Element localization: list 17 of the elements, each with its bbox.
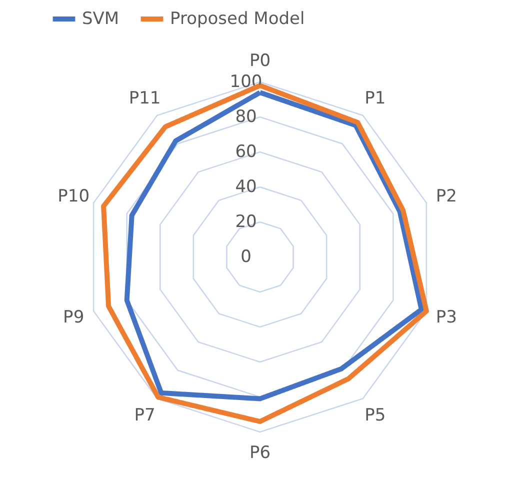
spoke-label: P6 (249, 443, 271, 463)
spoke-label: P10 (58, 186, 90, 206)
spoke-label: P0 (249, 51, 271, 71)
spoke-label: P2 (436, 186, 457, 206)
y-tick-label: 20 (235, 212, 257, 232)
y-tick-label: 80 (235, 107, 257, 127)
spoke-label: P9 (63, 308, 84, 328)
legend-label: SVM (82, 9, 120, 29)
spoke-label: P3 (436, 308, 457, 328)
spoke-label: P5 (364, 406, 386, 426)
spoke-label: P7 (134, 406, 156, 426)
legend-label: Proposed Model (170, 9, 305, 29)
y-tick-label: 40 (235, 177, 257, 197)
spoke-label: P11 (128, 88, 161, 108)
spoke-label: P1 (364, 88, 386, 108)
y-tick-label: 60 (235, 142, 257, 162)
y-tick-label: 0 (240, 247, 252, 267)
